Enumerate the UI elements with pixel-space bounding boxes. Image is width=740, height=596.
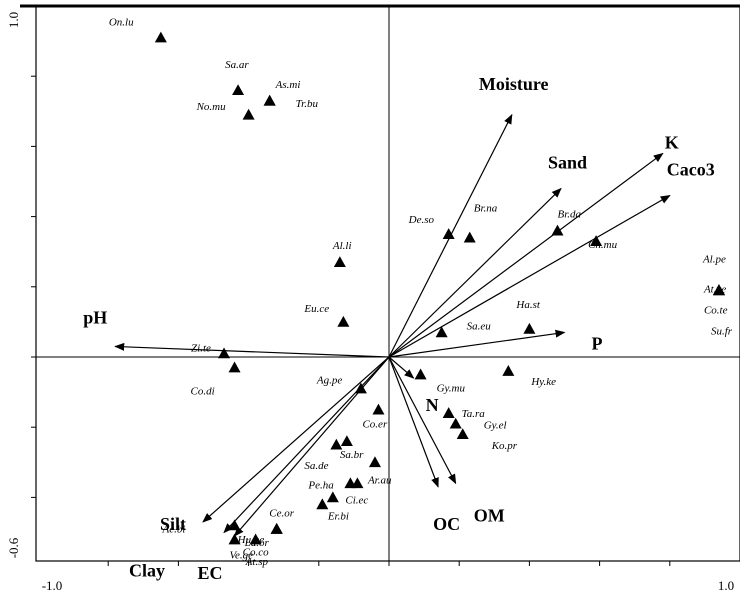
- point-label-ag-pe: Ag.pe: [316, 375, 342, 387]
- point-label-ci-ec: Ci.ec: [345, 494, 368, 506]
- species-points: On.lu Sa.ar As.mi No.mu Tr.bu De.so Br.na Br.da…: [109, 17, 733, 568]
- point-label-sa-de: Sa.de: [304, 460, 328, 472]
- point-marker-ko-pr: [457, 428, 469, 439]
- point-label-on-lu: On.lu: [109, 17, 134, 29]
- point-label-ch-mu: Ch.mu: [588, 239, 618, 251]
- vector-label-p: P: [592, 333, 603, 353]
- point-label-no-mu: No.mu: [196, 101, 227, 113]
- point-marker-ac-bi: [229, 519, 241, 530]
- point-label-ar-au: Ar.au: [367, 474, 392, 486]
- point-marker-ce-or: [316, 498, 328, 509]
- vector-label-sand: Sand: [548, 153, 587, 173]
- point-label-gy-el: Gy.el: [484, 420, 507, 432]
- point-label-de-so: De.so: [408, 214, 435, 226]
- point-label-zi-te: Zi.te: [191, 342, 211, 354]
- point-label-at-sp: At.sp: [245, 556, 269, 568]
- vector-arrow-oc: [389, 357, 438, 487]
- point-marker-on-lu: [155, 32, 167, 43]
- point-label-ko-pr: Ko.pr: [491, 440, 518, 452]
- point-marker-ha-st: [523, 323, 535, 334]
- point-label-ce-or: Ce.or: [269, 507, 294, 519]
- x-tick-label-min: -1.0: [42, 578, 63, 593]
- vector-label-ec: EC: [198, 563, 223, 583]
- y-tick-label-min: -0.6: [6, 537, 21, 558]
- point-marker-no-mu: [243, 109, 255, 120]
- point-label-co-er: Co.er: [362, 419, 387, 431]
- point-label-sa-ar: Sa.ar: [225, 59, 249, 71]
- point-label-su-fr: Su.fr: [711, 325, 733, 337]
- point-marker-hy-ke: [502, 365, 514, 376]
- point-marker-er-bi: [327, 491, 339, 502]
- y-tick-label-max: 1.0: [6, 12, 21, 28]
- vector-label-k: K: [665, 132, 679, 152]
- vector-label-ph: pH: [83, 307, 107, 327]
- point-label-er-bi: Er.bi: [327, 510, 349, 522]
- point-label-hy-ke: Hy.ke: [530, 376, 556, 388]
- point-marker-sa-eu: [436, 326, 448, 337]
- point-marker-br-na: [464, 232, 476, 243]
- point-marker-gy-mu: [415, 369, 427, 380]
- point-marker-ar-au: [369, 456, 381, 467]
- point-label-br-da: Br.da: [557, 209, 581, 221]
- point-label-sa-eu: Sa.eu: [467, 320, 492, 332]
- point-label-ha-st: Ha.st: [515, 299, 540, 311]
- vector-arrow-ph: [115, 346, 389, 357]
- point-marker-br-da: [551, 225, 563, 236]
- x-tick-label-max: 1.0: [718, 578, 734, 593]
- point-marker-eu-ce: [337, 316, 349, 327]
- vector-label-oc: OC: [433, 514, 460, 534]
- point-label-eu-ce: Eu.ce: [303, 303, 329, 315]
- point-marker-sa-br: [341, 435, 353, 446]
- point-label-al-li: Al.li: [332, 240, 352, 252]
- vector-label-moisture: Moisture: [479, 74, 549, 94]
- point-label-gy-mu: Gy.mu: [437, 383, 466, 395]
- vector-label-clay: Clay: [129, 561, 165, 581]
- vector-label-om: OM: [474, 505, 505, 525]
- point-label-tr-bu: Tr.bu: [296, 98, 319, 110]
- vector-label-caco3: Caco3: [667, 160, 715, 180]
- point-label-ta-ra: Ta.ra: [462, 408, 486, 420]
- vector-arrow-ec: [235, 357, 389, 536]
- point-marker-al-li: [334, 256, 346, 267]
- point-label-as-mi: As.mi: [275, 79, 301, 91]
- vector-arrow-k: [389, 153, 663, 357]
- point-label-co-te: Co.te: [704, 304, 728, 316]
- point-marker-co-er: [372, 404, 384, 415]
- point-marker-ta-ra: [443, 407, 455, 418]
- point-marker-tr-bu: [264, 95, 276, 106]
- point-marker-zi-te: [218, 347, 230, 358]
- point-marker-sa-de: [330, 439, 342, 450]
- point-label-pe-ha: Pe.ha: [307, 479, 334, 491]
- vector-label-n: N: [426, 395, 439, 415]
- point-marker-at-sp: [271, 523, 283, 534]
- point-label-br-na: Br.na: [474, 203, 498, 215]
- point-label-sa-br: Sa.br: [340, 449, 364, 461]
- point-marker-co-di: [229, 362, 241, 373]
- point-label-ac-bi: Ac.bi: [162, 523, 186, 535]
- vector-arrow-p: [389, 332, 565, 357]
- point-marker-gy-el: [450, 418, 462, 429]
- point-label-al-pe: Al.pe: [702, 253, 726, 265]
- point-marker-sa-ar: [232, 84, 244, 95]
- point-label-la-or: La.or: [244, 537, 270, 549]
- axis-ticks: [31, 76, 670, 566]
- point-label-co-di: Co.di: [191, 386, 215, 398]
